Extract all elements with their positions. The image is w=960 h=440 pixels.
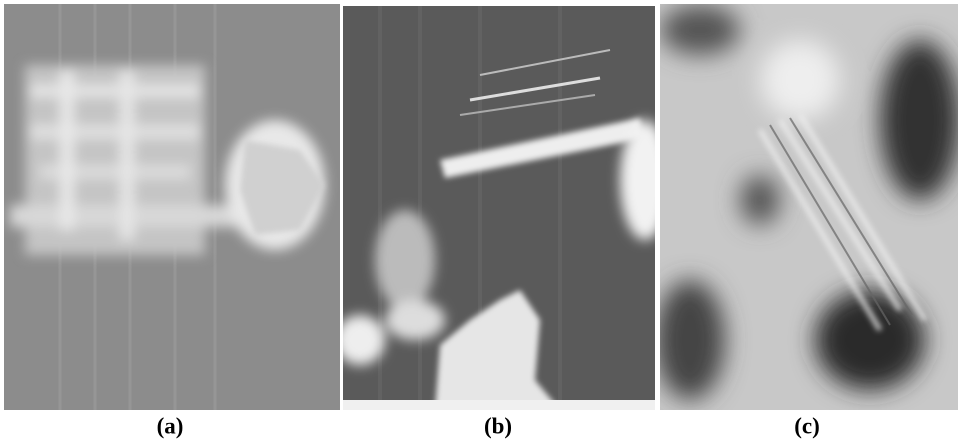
panel-label: (a) (157, 413, 184, 438)
figure: (a) (b) (c) (0, 0, 960, 440)
panel-label: (b) (484, 413, 512, 438)
micrograph-b (335, 6, 670, 410)
micrograph-a (4, 4, 340, 410)
panel-label: (c) (794, 413, 820, 438)
micrograph-c (655, 4, 960, 410)
